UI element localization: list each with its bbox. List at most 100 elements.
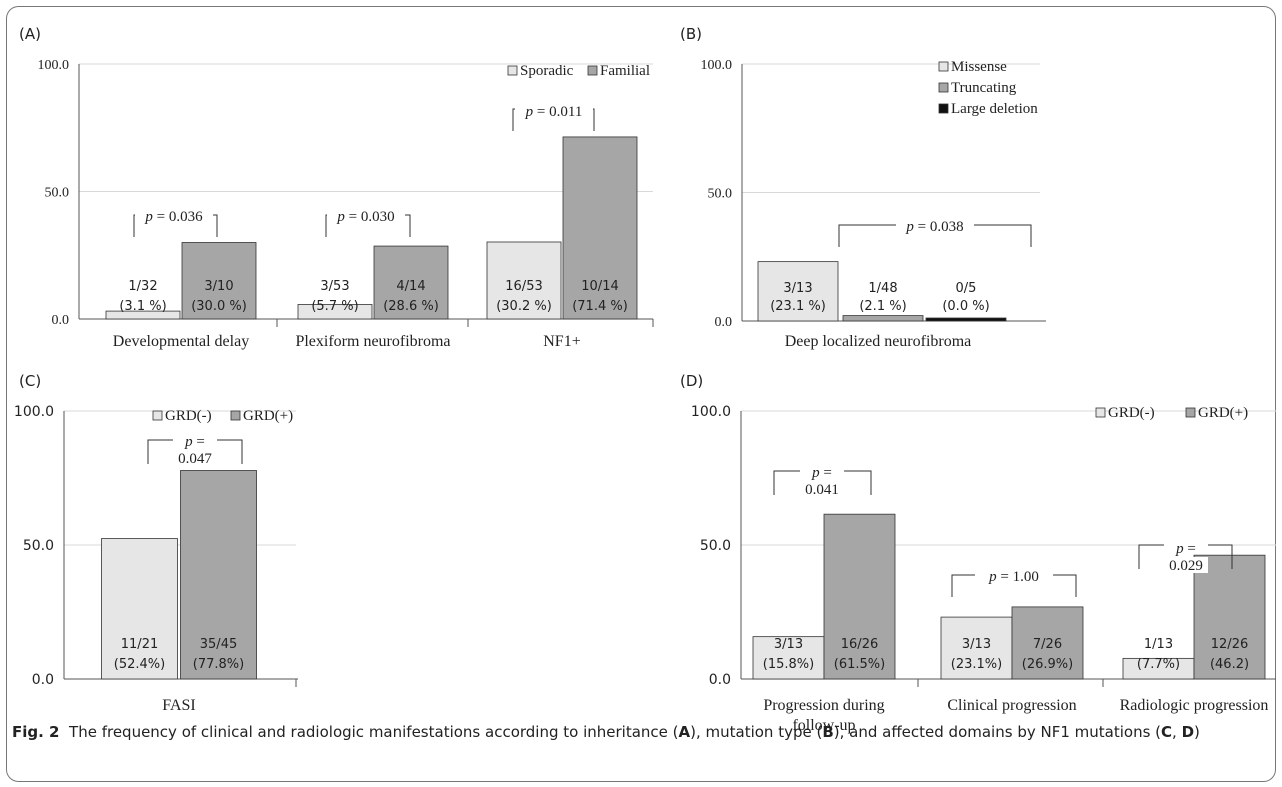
legend-swatch (1185, 407, 1196, 418)
bar-grd- (1193, 554, 1266, 680)
legend-label: Familial (600, 63, 650, 79)
category-label: Progression during (763, 697, 884, 714)
data-label-count: 3/13 (774, 637, 803, 652)
y-tick-label: 0.0 (709, 672, 731, 688)
annotation-bg (896, 216, 974, 232)
y-tick-label: 50.0 (708, 187, 733, 202)
y-tick-label: 0.0 (715, 315, 733, 330)
p-value-annotation: p = (1175, 541, 1196, 557)
data-label-count: 3/53 (320, 279, 349, 294)
data-label-percent: (3.1 %) (119, 299, 166, 314)
legend-swatch (230, 410, 241, 421)
y-tick-label: 100.0 (701, 58, 733, 73)
bar-sporadic (105, 310, 181, 320)
p-value-annotation: p = 1.00 (988, 569, 1039, 585)
y-tick-label: 50.0 (23, 538, 54, 554)
p-value-annotation: p = 0.036 (144, 209, 203, 225)
data-label-percent: (46.2) (1210, 657, 1249, 672)
data-label-percent: (52.4%) (114, 657, 165, 672)
annotation-bg (173, 431, 217, 447)
category-label: FASI (162, 697, 196, 714)
legend-swatch (938, 61, 949, 72)
data-label-count: 12/26 (1211, 637, 1248, 652)
data-label-percent: (5.7 %) (311, 299, 358, 314)
y-tick-label: 50.0 (45, 186, 70, 201)
bar-sporadic (486, 241, 562, 320)
panel-label: (A) (19, 25, 41, 43)
bar-sporadic (297, 304, 373, 320)
data-label-percent: (61.5%) (834, 657, 885, 672)
data-label-percent: (71.4 %) (572, 299, 628, 314)
p-value-number: 0.047 (178, 451, 212, 467)
legend-label: Missense (951, 59, 1007, 75)
legend-label: GRD(+) (1198, 405, 1248, 421)
category-label: NF1+ (543, 333, 580, 350)
bar-grd- (101, 538, 178, 680)
caption-ref-a: A (678, 723, 691, 741)
caption-text-4: , (1172, 723, 1182, 741)
data-label-count: 11/21 (121, 637, 158, 652)
annotation-bg (800, 462, 844, 478)
data-label-percent: (28.6 %) (383, 299, 439, 314)
p-value-annotation: p = (184, 434, 205, 450)
category-label: follow-up (792, 717, 855, 734)
figure-frame: (A) 0.0 50.0 100.0 1/32 (3.1 %) 3/10 (30.0 %) De… (6, 6, 1276, 782)
y-tick-label: 0.0 (52, 313, 70, 328)
panel-label: (C) (19, 372, 41, 390)
caption-ref-d: D (1181, 723, 1195, 741)
data-label-percent: (7.7%) (1137, 657, 1180, 672)
bar-grd- (752, 636, 825, 680)
data-label-percent: (23.1%) (951, 657, 1002, 672)
y-tick-label: 100.0 (38, 58, 70, 73)
caption-text-1: The frequency of clinical and radiologic… (69, 723, 679, 741)
p-value-annotation: p = 0.030 (336, 209, 394, 225)
data-label-count: 3/10 (204, 279, 233, 294)
y-tick-label: 0.0 (32, 672, 54, 688)
legend-label: GRD(+) (243, 408, 293, 424)
data-label-count: 16/53 (505, 279, 542, 294)
data-label-count: 16/26 (841, 637, 878, 652)
bar-familial (181, 242, 257, 320)
p-value-number: 0.029 (1169, 558, 1203, 574)
category-label: Radiologic progression (1120, 697, 1269, 714)
category-label: Plexiform neurofibroma (295, 333, 450, 350)
panel-label: (D) (680, 372, 703, 390)
data-label-percent: (30.0 %) (191, 299, 247, 314)
data-label-count: 4/14 (396, 279, 425, 294)
data-label-count: 7/26 (1033, 637, 1062, 652)
annotation-bg (800, 481, 844, 497)
legend-swatch (152, 410, 163, 421)
annotation-bg (173, 450, 217, 466)
annotation-bg (975, 566, 1053, 582)
y-tick-label: 100.0 (691, 404, 731, 420)
data-label-percent: (2.1 %) (859, 299, 906, 314)
bar-truncating (842, 315, 924, 322)
figure-caption: Fig. 2 The frequency of clinical and rad… (12, 721, 1274, 743)
data-label-count: 3/13 (783, 281, 812, 296)
bar-large-deletion (925, 317, 1007, 322)
data-label-percent: (0.0 %) (942, 299, 989, 314)
category-label: Clinical progression (947, 697, 1076, 714)
legend-label: GRD(-) (165, 408, 212, 424)
data-label-percent: (26.9%) (1022, 657, 1073, 672)
bar-familial (562, 136, 638, 320)
p-value-annotation: p = (811, 465, 832, 481)
legend-swatch (507, 65, 518, 76)
data-label-percent: (77.8%) (193, 657, 244, 672)
y-tick-label: 50.0 (700, 538, 731, 554)
bar-familial (373, 245, 449, 320)
annotation-bg (1164, 536, 1208, 552)
legend-label: Sporadic (520, 63, 574, 79)
data-label-count: 1/32 (128, 279, 157, 294)
chart-panel-a: (A) 0.0 50.0 100.0 1/32 (3.1 %) 3/10 (30.0 %) De… (19, 25, 654, 350)
legend-swatch (587, 65, 598, 76)
bar-grd- (940, 616, 1013, 680)
legend-swatch (1095, 407, 1106, 418)
annotation-bg (327, 206, 405, 222)
figure-border (6, 6, 1276, 782)
annotation-bg (515, 100, 593, 116)
data-label-count: 1/48 (868, 281, 897, 296)
chart-panel-c: (C) 0.0 50.0 100.0 11/21 (52.4%) 35/45 (77.8%) F… (14, 372, 298, 714)
figure-canvas: (A) 0.0 50.0 100.0 1/32 (3.1 %) 3/10 (30.0 %) De… (6, 6, 1276, 782)
panel-label: (B) (680, 25, 702, 43)
